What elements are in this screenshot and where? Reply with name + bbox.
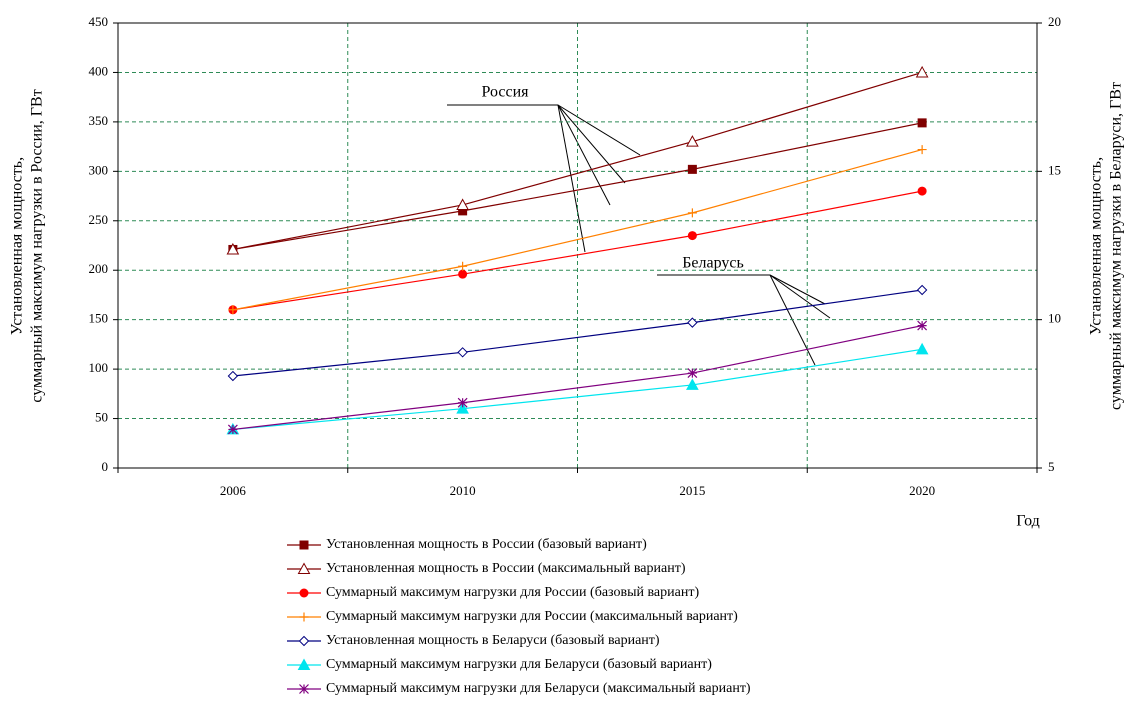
marker: [686, 378, 699, 390]
series-line: [232, 190, 923, 311]
marker: [917, 186, 927, 196]
series-line: [232, 348, 923, 431]
x-tick-label: 2010: [450, 483, 476, 498]
y-tick-label: 300: [89, 162, 109, 177]
marker: [917, 145, 927, 155]
legend-label: Установленная мощность в России (максима…: [326, 561, 686, 576]
marker: [687, 231, 697, 241]
y2-axis-label-line: Установленная мощность,: [1088, 157, 1105, 335]
y2-tick-label: 10: [1048, 311, 1061, 326]
x-tick-label: 2020: [909, 483, 935, 498]
marker: [915, 65, 929, 78]
legend-label: Суммарный максимум нагрузки для России (…: [326, 585, 699, 600]
y2-tick-label: 5: [1048, 459, 1055, 474]
legend-label: Суммарный максимум нагрузки для России (…: [326, 609, 738, 624]
y-tick-label: 450: [89, 14, 109, 29]
series-line: [232, 122, 923, 251]
y-tick-label: 400: [89, 63, 109, 78]
x-tick-label: 2006: [220, 483, 247, 498]
y-axis-label-line: суммарный максимум нагрузки в России, ГВ…: [29, 89, 46, 402]
annotation: Беларусь: [682, 255, 744, 272]
series-line: [232, 325, 923, 431]
marker: [227, 424, 238, 435]
y2-axis-label: Установленная мощность, суммарный максим…: [1088, 82, 1125, 410]
marker: [297, 658, 311, 670]
y-tick-label: 100: [89, 360, 109, 375]
x-axis-label: Год: [1016, 513, 1040, 530]
legend-label: Установленная мощность в России (базовый…: [326, 537, 647, 552]
marker: [687, 164, 697, 174]
y-tick-label: 50: [95, 410, 108, 425]
marker: [686, 135, 699, 147]
marker: [457, 347, 468, 358]
marker: [687, 317, 698, 328]
marker: [297, 562, 311, 574]
y-axis-label: Установленная мощность, суммарный максим…: [9, 89, 46, 402]
legend-label: Суммарный максимум нагрузки для Беларуси…: [326, 681, 751, 696]
y2-tick-label: 15: [1048, 162, 1061, 177]
marker: [917, 118, 927, 128]
series-line: [232, 71, 923, 251]
marker: [456, 402, 469, 414]
y2-tick-label: 20: [1048, 14, 1061, 29]
marker: [299, 540, 309, 550]
marker: [227, 370, 239, 382]
marker: [299, 612, 309, 622]
marker: [228, 305, 238, 315]
marker: [299, 588, 309, 598]
annotation: Россия: [481, 84, 529, 101]
marker: [458, 269, 468, 279]
marker: [458, 261, 468, 271]
y-tick-label: 250: [89, 212, 109, 227]
y-tick-label: 200: [89, 261, 109, 276]
marker: [915, 342, 929, 355]
y-axis-label-line: Установленная мощность,: [9, 157, 26, 335]
series-line: [232, 289, 923, 377]
marker: [687, 368, 698, 378]
annotation-leaders: [447, 104, 831, 366]
y-tick-label: 0: [102, 459, 109, 474]
legend-label: Суммарный максимум нагрузки для Беларуси…: [326, 657, 712, 672]
marker: [226, 242, 240, 255]
marker: [917, 320, 928, 331]
marker: [458, 206, 468, 216]
y-tick-label: 350: [89, 113, 109, 128]
series-line: [232, 148, 923, 311]
y2-axis-label-line: суммарный максимум нагрузки в Беларуси, …: [1108, 82, 1125, 410]
marker: [916, 284, 928, 296]
marker: [687, 208, 697, 218]
x-tick-label: 2015: [679, 483, 705, 498]
marker: [456, 198, 469, 210]
y-tick-label: 150: [89, 311, 109, 326]
marker: [457, 397, 468, 408]
marker: [298, 635, 310, 647]
marker: [299, 684, 309, 694]
legend-label: Установленная мощность в Беларуси (базов…: [326, 633, 660, 648]
